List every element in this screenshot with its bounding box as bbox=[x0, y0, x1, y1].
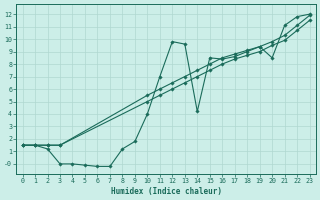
X-axis label: Humidex (Indice chaleur): Humidex (Indice chaleur) bbox=[111, 187, 221, 196]
